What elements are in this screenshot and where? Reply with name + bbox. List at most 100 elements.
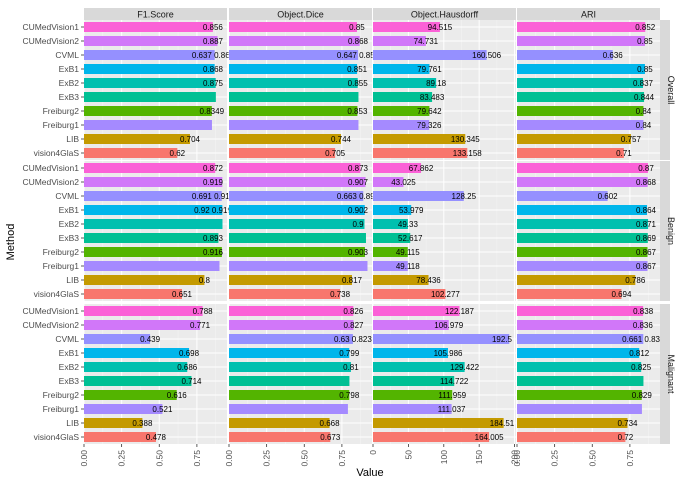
panel: 122.187 106.979 192.5 105.986 129.422 114.722… bbox=[372, 304, 516, 444]
bar bbox=[373, 36, 426, 46]
panel: 0.873 0.907 0.663 0.892 0.902 0.9 0.903 0.817 0… bbox=[228, 161, 380, 301]
bar bbox=[517, 418, 628, 428]
data-label: 0.663 0.892 bbox=[337, 192, 380, 201]
column-strip-label: Object.Hausdorff bbox=[411, 10, 479, 20]
bar bbox=[517, 320, 643, 330]
bar bbox=[517, 205, 648, 215]
bar bbox=[517, 219, 649, 229]
bar bbox=[373, 376, 455, 386]
y-tick-label: Freiburg2 bbox=[43, 390, 80, 400]
bar bbox=[517, 247, 648, 257]
data-label: 130.345 bbox=[451, 135, 480, 144]
bar bbox=[229, 219, 365, 229]
data-label: 0.855 bbox=[348, 79, 369, 88]
data-label: 0.8349 bbox=[200, 107, 225, 116]
panel: 0.788 0.771 0.439 0.698 0.686 0.714 0.616 0.521… bbox=[83, 304, 227, 444]
y-tick-label: CUMedVision2 bbox=[22, 320, 79, 330]
bar bbox=[229, 22, 357, 32]
data-label: 0.85 bbox=[349, 23, 365, 32]
data-label: 0.388 bbox=[132, 419, 153, 428]
data-label: 0.851 bbox=[347, 65, 368, 74]
bar bbox=[229, 247, 365, 257]
x-tick-label: 0.00 bbox=[79, 450, 89, 467]
data-label: 0.85 bbox=[637, 37, 653, 46]
data-label: 164.005 bbox=[475, 433, 504, 442]
data-label: 0.856 bbox=[203, 23, 224, 32]
bar bbox=[517, 22, 646, 32]
bar bbox=[517, 120, 644, 130]
bar bbox=[373, 289, 446, 299]
bar bbox=[373, 233, 411, 243]
y-tick-label: ExB1 bbox=[59, 348, 80, 358]
data-label: 106.979 bbox=[434, 321, 463, 330]
data-label: 0.812 bbox=[629, 349, 650, 358]
bar bbox=[229, 92, 359, 102]
y-tick-label: Freiburg2 bbox=[43, 106, 80, 116]
x-tick-label: 0.25 bbox=[262, 450, 272, 467]
data-label: 0.825 bbox=[631, 363, 652, 372]
data-label: 0.85 bbox=[637, 65, 653, 74]
panel: 0.856 0.887 0.637 0.868 0.868 0.875 0.8349 0.7… bbox=[83, 20, 235, 160]
data-label: 0.738 bbox=[330, 290, 351, 299]
data-label: 0.698 bbox=[179, 349, 200, 358]
panel: 0.872 0.919 0.691 0.915 0.92 0.919 0.893 0.91… bbox=[83, 161, 235, 301]
x-tick-label: 100 bbox=[439, 450, 449, 464]
panel: 0.87 0.868 0.602 0.864 0.871 0.869 0.867 0.867 0… bbox=[516, 161, 660, 301]
bar bbox=[84, 64, 215, 74]
panel: 67.862 43.025 128.25 53.979 49.33 52.617 49.11… bbox=[372, 161, 516, 301]
data-label: 128.25 bbox=[452, 192, 477, 201]
data-label: 0.836 bbox=[633, 321, 654, 330]
bar bbox=[84, 362, 188, 372]
column-strip-label: Object.Dice bbox=[277, 10, 324, 20]
data-label: 0.691 0.915 bbox=[192, 192, 235, 201]
bar bbox=[517, 106, 644, 116]
bar bbox=[517, 261, 648, 271]
data-label: 0.661 0.839 bbox=[622, 335, 665, 344]
data-label: 0.63 0.823 bbox=[334, 335, 372, 344]
data-label: 0.903 bbox=[348, 248, 369, 257]
bar bbox=[373, 22, 440, 32]
column-strip-label: F1.Score bbox=[137, 10, 174, 20]
column-strip-label: ARI bbox=[581, 10, 596, 20]
data-label: 0.8 bbox=[199, 276, 211, 285]
bar bbox=[373, 306, 460, 316]
bar bbox=[517, 390, 642, 400]
panels-layer: 0.856 0.887 0.637 0.868 0.868 0.875 0.8349 0.7… bbox=[83, 20, 665, 444]
data-label: 111.037 bbox=[438, 405, 466, 414]
data-label: 94.515 bbox=[428, 23, 453, 32]
bar bbox=[84, 233, 219, 243]
bar bbox=[373, 219, 408, 229]
bar bbox=[373, 163, 422, 173]
data-label: 0.873 bbox=[348, 164, 369, 173]
data-label: 192.5 bbox=[492, 335, 513, 344]
bar bbox=[84, 205, 223, 215]
bar bbox=[373, 64, 430, 74]
data-label: 0.705 bbox=[325, 149, 346, 158]
bar bbox=[517, 275, 636, 285]
data-label: 83.483 bbox=[420, 93, 445, 102]
bar bbox=[229, 177, 366, 187]
x-tick-label: 0.25 bbox=[117, 450, 127, 467]
data-label: 0.686 bbox=[177, 363, 198, 372]
bar bbox=[517, 306, 644, 316]
y-tick-label: ExB3 bbox=[59, 233, 80, 243]
bar bbox=[373, 432, 490, 442]
y-tick-label: CUMedVision2 bbox=[22, 177, 79, 187]
bar bbox=[229, 390, 350, 400]
bar bbox=[373, 418, 504, 428]
data-label: 0.71 bbox=[616, 149, 632, 158]
y-tick-label: ExB2 bbox=[59, 362, 80, 372]
panel: 0.826 0.827 0.63 0.823 0.799 0.81 0.798 0.668 0… bbox=[228, 304, 372, 444]
bar bbox=[517, 78, 643, 88]
data-label: 0.919 bbox=[203, 178, 224, 187]
data-label: 0.817 bbox=[342, 276, 363, 285]
bar bbox=[84, 418, 143, 428]
y-tick-label: ExB3 bbox=[59, 376, 80, 386]
bar bbox=[373, 120, 430, 130]
row-strip bbox=[660, 161, 670, 301]
data-label: 0.72 bbox=[618, 433, 634, 442]
bar bbox=[517, 148, 624, 158]
bar bbox=[229, 64, 358, 74]
data-label: 0.868 bbox=[203, 65, 224, 74]
